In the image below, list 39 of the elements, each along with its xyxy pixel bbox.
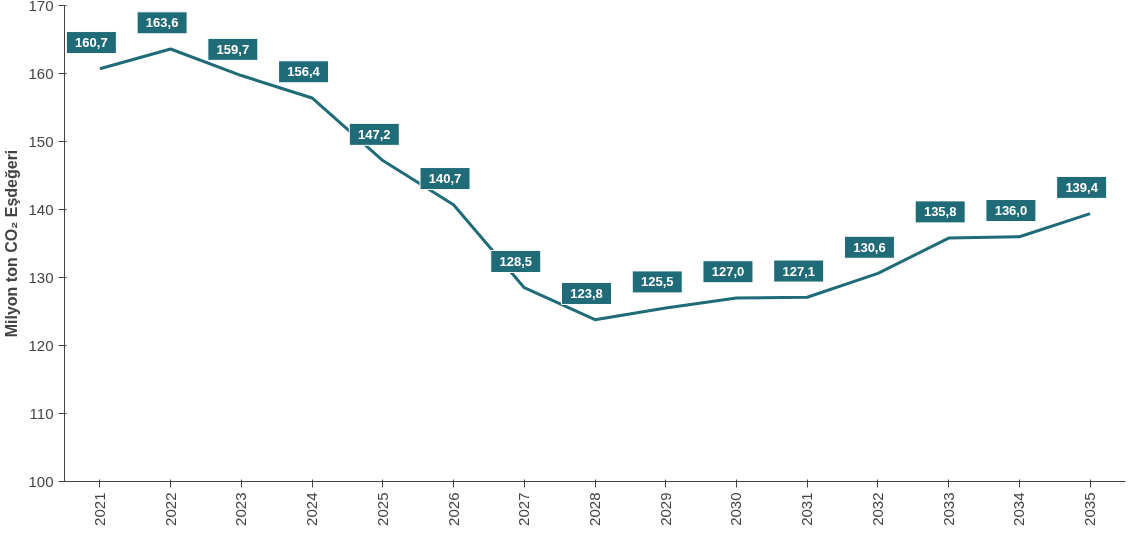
y-tick-label: 110	[29, 404, 54, 422]
y-tick-label: 160	[28, 64, 54, 82]
data-label: 135,8	[923, 204, 957, 220]
x-tick-label: 2026	[444, 492, 462, 526]
data-label: 140,7	[428, 171, 462, 187]
data-label: 156,4	[287, 64, 321, 80]
data-label: 147,2	[358, 126, 391, 142]
x-tick-label: 2021	[90, 492, 108, 526]
y-tick-label: 170	[28, 0, 54, 14]
y-tick-label: 120	[28, 336, 54, 354]
x-tick-label: 2022	[161, 492, 179, 526]
x-tick-label: 2030	[727, 492, 745, 526]
data-label: 139,4	[1065, 179, 1099, 195]
x-tick-label: 2031	[798, 492, 816, 526]
x-tick-label: 2035	[1081, 492, 1099, 526]
y-tick-label: 100	[28, 472, 54, 490]
x-tick-label: 2024	[303, 492, 321, 526]
data-label: 130,6	[853, 239, 886, 255]
x-tick-label: 2028	[586, 492, 603, 526]
data-label: 159,7	[216, 41, 250, 57]
x-tick-label: 2033	[939, 492, 957, 526]
data-label: 136,0	[994, 203, 1028, 219]
x-tick-label: 2029	[656, 492, 674, 526]
data-label: 163,6	[145, 15, 179, 31]
y-tick-label: 140	[28, 200, 54, 218]
data-label: 127,0	[711, 264, 745, 280]
x-tick-label: 2027	[515, 492, 533, 526]
y-axis-title: Milyon ton CO₂ Eşdeğeri	[3, 149, 21, 338]
x-tick-label: 2023	[232, 492, 250, 526]
data-label: 160,7	[75, 35, 108, 51]
data-label: 123,8	[570, 285, 603, 301]
x-tick-label: 2034	[1010, 492, 1028, 526]
x-tick-label: 2025	[373, 492, 391, 526]
x-tick-label: 2032	[868, 492, 886, 526]
data-label: 128,5	[499, 254, 533, 270]
y-tick-label: 150	[28, 132, 54, 150]
y-tick-label: 130	[28, 268, 54, 286]
data-label: 127,1	[782, 263, 815, 279]
data-label: 125,5	[640, 274, 674, 290]
